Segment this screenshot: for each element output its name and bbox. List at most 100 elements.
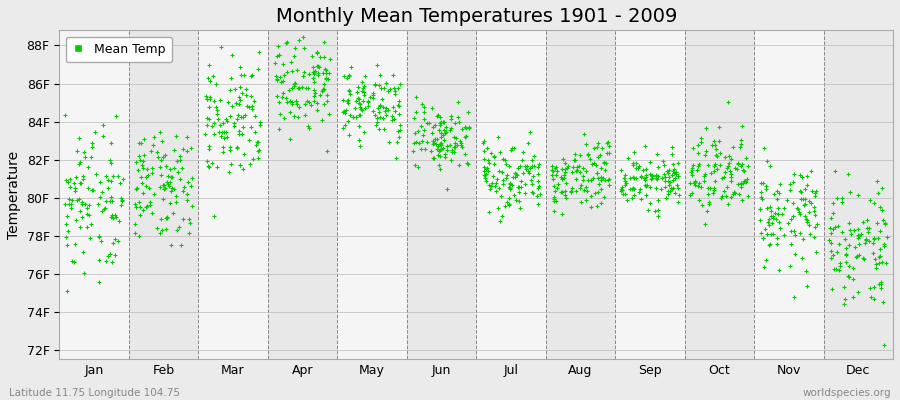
Point — [236, 166, 250, 172]
Point — [721, 163, 735, 169]
Point — [67, 180, 81, 186]
Point — [436, 126, 451, 133]
Point — [857, 256, 871, 262]
Point — [854, 230, 868, 237]
Point — [436, 119, 450, 125]
Point — [496, 177, 510, 184]
Point — [698, 171, 713, 177]
Point — [513, 184, 527, 190]
Point — [644, 176, 659, 182]
Point — [759, 183, 773, 189]
Point — [91, 234, 105, 240]
Point — [69, 148, 84, 154]
Point — [231, 128, 246, 135]
Point — [799, 216, 814, 223]
Point — [163, 166, 177, 172]
Point — [512, 189, 526, 196]
Point — [342, 72, 356, 79]
Point — [386, 104, 400, 110]
Point — [312, 54, 327, 61]
Point — [382, 139, 396, 145]
Point — [446, 148, 461, 155]
Point — [712, 124, 726, 130]
Point — [495, 213, 509, 220]
Point — [439, 124, 454, 130]
Point — [352, 100, 366, 106]
Point — [649, 173, 663, 179]
Point — [548, 198, 562, 204]
Point — [702, 199, 716, 205]
Point — [248, 113, 262, 119]
Point — [248, 129, 262, 135]
Point — [648, 208, 662, 214]
Point — [850, 253, 864, 260]
Point — [770, 240, 784, 247]
Point — [270, 77, 284, 83]
Point — [320, 92, 335, 98]
Point — [697, 178, 711, 184]
Point — [251, 66, 266, 72]
Point — [512, 198, 526, 204]
Point — [353, 112, 367, 118]
Point — [696, 202, 710, 208]
Point — [766, 215, 780, 221]
Point — [665, 144, 680, 150]
Point — [370, 62, 384, 68]
Legend: Mean Temp: Mean Temp — [66, 36, 172, 62]
Point — [454, 142, 468, 148]
Point — [290, 101, 304, 108]
Point — [462, 125, 476, 132]
Point — [216, 149, 230, 156]
Point — [723, 168, 737, 174]
Point — [737, 178, 751, 184]
Point — [174, 157, 188, 163]
Point — [182, 230, 196, 236]
Point — [166, 210, 180, 216]
Point — [342, 72, 356, 78]
Point — [706, 167, 721, 174]
Point — [320, 75, 334, 81]
Point — [481, 157, 495, 164]
Point — [76, 149, 91, 155]
Point — [653, 186, 668, 192]
Point — [838, 245, 852, 251]
Point — [158, 226, 173, 232]
Point — [374, 85, 389, 91]
Point — [838, 296, 852, 302]
Point — [792, 172, 806, 178]
Point — [570, 164, 584, 170]
Point — [796, 174, 810, 180]
Point — [205, 122, 220, 129]
Point — [475, 140, 490, 146]
Point — [482, 168, 496, 174]
Point — [594, 173, 608, 180]
Point — [288, 98, 302, 104]
Point — [804, 200, 818, 206]
Point — [450, 142, 464, 148]
Point — [129, 159, 143, 165]
Point — [340, 98, 355, 104]
Point — [826, 226, 841, 232]
Point — [873, 281, 887, 287]
Point — [99, 198, 113, 204]
Point — [199, 93, 213, 99]
Point — [584, 177, 598, 184]
Point — [444, 113, 458, 120]
Point — [60, 179, 75, 185]
Point — [184, 203, 199, 209]
Point — [516, 170, 530, 176]
Point — [180, 148, 194, 154]
Point — [685, 172, 699, 178]
Point — [452, 119, 466, 126]
Point — [875, 207, 889, 213]
Point — [352, 123, 366, 129]
Point — [368, 80, 382, 87]
Point — [104, 194, 118, 200]
Point — [763, 204, 778, 210]
Point — [307, 71, 321, 78]
Point — [482, 186, 497, 192]
Point — [101, 176, 115, 183]
Point — [761, 216, 776, 222]
Point — [277, 71, 292, 78]
Point — [479, 178, 493, 184]
